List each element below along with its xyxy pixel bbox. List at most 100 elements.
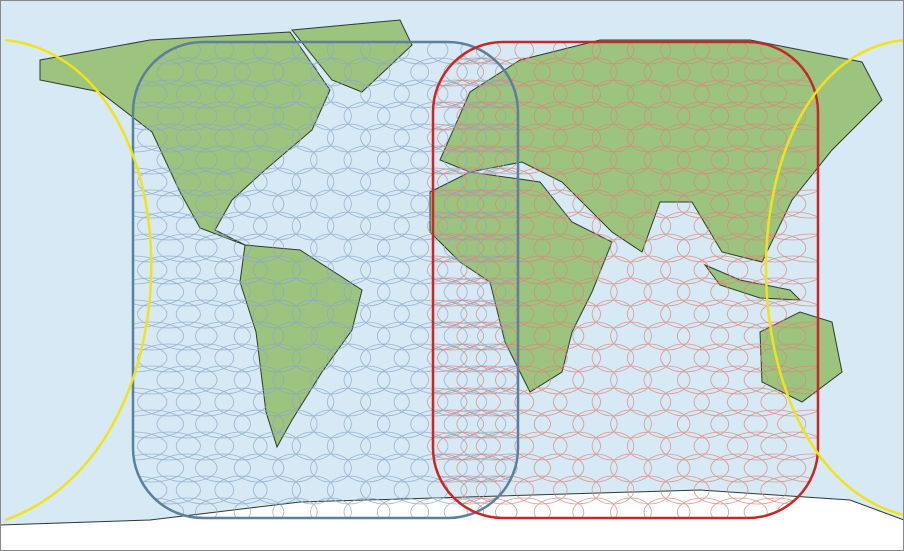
beam	[156, 145, 218, 175]
beam	[195, 145, 251, 175]
beam	[214, 167, 268, 197]
beam	[376, 321, 430, 351]
beam	[460, 167, 518, 197]
beam	[443, 365, 507, 395]
beam	[660, 299, 710, 329]
beam	[360, 431, 410, 461]
beam	[456, 453, 518, 483]
beam	[743, 233, 807, 263]
beam	[460, 387, 518, 417]
beam	[477, 321, 518, 351]
beam	[443, 453, 507, 483]
beam	[743, 409, 807, 439]
beam	[156, 189, 218, 219]
beam	[410, 409, 468, 439]
beam	[272, 189, 318, 219]
beam	[760, 211, 818, 241]
beam	[133, 343, 168, 373]
beam	[533, 497, 585, 518]
beam	[326, 343, 372, 373]
beam	[360, 299, 410, 329]
beam	[660, 475, 710, 505]
beam	[727, 299, 787, 329]
beam	[272, 101, 318, 131]
beam	[195, 57, 251, 87]
beam	[272, 365, 318, 395]
beam	[443, 233, 507, 263]
beam	[760, 431, 818, 461]
beam	[195, 321, 251, 351]
beam	[433, 365, 485, 395]
beam	[410, 277, 468, 307]
beam	[137, 123, 201, 153]
beam	[475, 299, 535, 329]
beam	[693, 343, 749, 373]
beam	[376, 277, 430, 307]
beam	[433, 409, 485, 439]
beam	[777, 189, 818, 219]
beam	[376, 409, 430, 439]
beam	[433, 123, 468, 153]
beam	[710, 321, 768, 351]
beam	[710, 453, 768, 483]
beam	[777, 277, 818, 307]
beam	[410, 233, 468, 263]
beam	[743, 145, 807, 175]
beam	[427, 475, 487, 505]
beam	[376, 365, 430, 395]
beam	[133, 123, 168, 153]
beam	[326, 123, 372, 153]
beam	[437, 211, 501, 241]
beam	[195, 497, 251, 518]
beam	[727, 255, 787, 285]
beam	[676, 453, 730, 483]
beam	[272, 497, 318, 518]
beam	[427, 387, 487, 417]
beam	[175, 255, 235, 285]
beam	[743, 453, 807, 483]
beam	[214, 475, 268, 505]
beam	[626, 79, 672, 109]
beam	[660, 79, 710, 109]
blue-coverage	[131, 40, 520, 520]
beam	[133, 79, 168, 109]
beam	[133, 189, 185, 219]
beam	[572, 321, 618, 351]
beam	[233, 233, 285, 263]
beam	[443, 145, 507, 175]
beam	[175, 387, 235, 417]
beam	[360, 387, 410, 417]
beam	[410, 101, 468, 131]
beam	[777, 101, 818, 131]
beam	[610, 497, 652, 518]
beam	[427, 123, 487, 153]
beam	[433, 475, 468, 505]
beam	[343, 497, 391, 518]
beam	[475, 79, 535, 109]
beam	[433, 211, 468, 241]
beam	[693, 167, 749, 197]
beam	[693, 255, 749, 285]
beam	[326, 79, 372, 109]
beam	[572, 101, 618, 131]
beam	[626, 42, 672, 65]
beam	[514, 167, 568, 197]
beam	[760, 343, 818, 373]
beam	[676, 409, 730, 439]
beam	[133, 299, 168, 329]
beam	[310, 497, 352, 518]
beam	[514, 475, 568, 505]
beam	[676, 277, 730, 307]
beam	[137, 255, 201, 285]
beam	[427, 343, 487, 373]
beam	[760, 123, 818, 153]
beam	[495, 101, 551, 131]
beam	[572, 277, 618, 307]
beam	[393, 299, 449, 329]
beam	[514, 299, 568, 329]
beam	[626, 255, 672, 285]
beam	[572, 409, 618, 439]
beam	[727, 387, 787, 417]
beam	[393, 343, 449, 373]
beam	[460, 343, 518, 373]
